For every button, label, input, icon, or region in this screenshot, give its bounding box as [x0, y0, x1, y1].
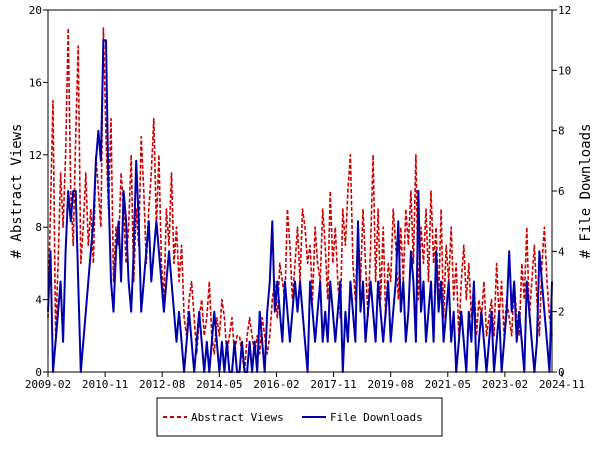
series-layer [47, 27, 553, 373]
left-y-axis: 0 4 8 12 16 20 [29, 4, 48, 379]
right-y-tick-label: 10 [558, 64, 571, 77]
right-y-tick-label: 2 [558, 306, 565, 319]
x-tick-label: 2010-11 [82, 378, 128, 391]
right-y-tick-label: 6 [558, 185, 565, 198]
left-y-tick-label: 8 [35, 221, 42, 234]
left-y-tick-label: 4 [35, 294, 42, 307]
x-tick-label: 2021-05 [425, 378, 471, 391]
x-tick-label: 2009-02 [25, 378, 71, 391]
right-y-axis: 0 2 4 6 8 10 12 [552, 4, 571, 379]
x-tick-label: 2014-05 [196, 378, 242, 391]
left-y-tick-label: 16 [29, 76, 42, 89]
left-axis-title: # Abstract Views [9, 124, 25, 259]
x-tick-label: 2016-02 [253, 378, 299, 391]
x-tick-label: 2023-02 [482, 378, 528, 391]
series-line-file-downloads [47, 39, 553, 373]
right-y-tick-label: 4 [558, 245, 565, 258]
right-y-tick-label: 8 [558, 125, 565, 138]
right-y-tick-label: 0 [558, 366, 565, 379]
x-tick-label: 2024-11 [539, 378, 585, 391]
right-y-tick-label: 12 [558, 4, 571, 17]
legend: Abstract Views File Downloads [156, 397, 443, 437]
x-tick-label: 2012-08 [139, 378, 185, 391]
legend-label-file-downloads: File Downloads [330, 411, 423, 424]
legend-label-abstract-views: Abstract Views [191, 411, 284, 424]
right-axis-title: # File Downloads [578, 124, 594, 259]
left-y-tick-label: 12 [29, 149, 42, 162]
x-axis: 2009-02 2010-11 2012-08 2014-05 2016-02 2017-… [25, 372, 585, 391]
x-tick-label: 2019-08 [367, 378, 413, 391]
x-tick-label: 2017-11 [310, 378, 356, 391]
legend-box [156, 397, 443, 437]
left-y-tick-label: 20 [29, 4, 42, 17]
left-y-tick-label: 0 [35, 366, 42, 379]
